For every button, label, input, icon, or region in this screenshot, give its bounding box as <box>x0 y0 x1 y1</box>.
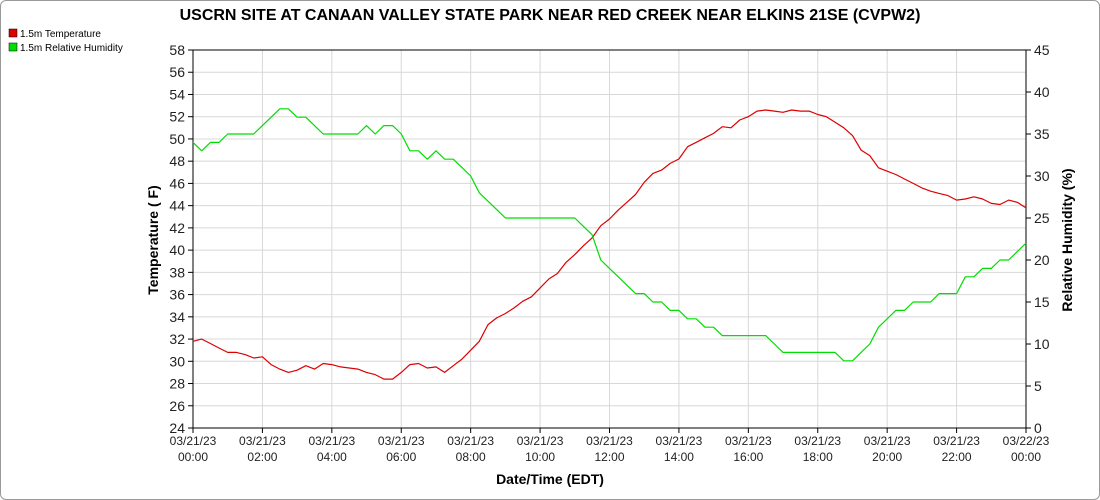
y-tick-label: 54 <box>169 86 185 102</box>
x-tick-label-time: 18:00 <box>803 450 833 464</box>
x-tick-label-time: 20:00 <box>872 450 902 464</box>
x-axis: 03/21/23 00:00 03/21/23 02:00 03/21/23 04:00 0… <box>170 428 1050 464</box>
x-tick-label-time: 06:00 <box>386 450 416 464</box>
legend-label-humidity: 1.5m Relative Humidity <box>20 43 123 54</box>
y2-axis-title: Relative Humidity (%) <box>1059 168 1075 311</box>
x-tick-label-time: 02:00 <box>247 450 277 464</box>
x-tick-label-date: 03/21/23 <box>864 434 911 448</box>
y2-tick-label: 5 <box>1034 378 1042 394</box>
grid <box>193 50 1026 428</box>
legend: 1.5m Temperature 1.5m Relative Humidity <box>8 28 123 54</box>
y-axis-right: 0 5 10 15 20 25 30 35 40 45 <box>1026 42 1050 436</box>
y2-tick-label: 15 <box>1034 294 1050 310</box>
y-tick-label: 24 <box>169 420 185 436</box>
x-axis-title: Date/Time (EDT) <box>496 471 604 487</box>
y-tick-label: 40 <box>169 242 185 258</box>
y-tick-label: 58 <box>169 42 185 58</box>
y-tick-label: 42 <box>169 220 185 236</box>
legend-swatch-temperature <box>8 28 18 38</box>
y-tick-label: 46 <box>169 175 185 191</box>
series-lines <box>192 108 1027 380</box>
y-tick-label: 26 <box>169 398 185 414</box>
x-tick-label-date: 03/21/23 <box>586 434 633 448</box>
x-tick-label-date: 03/21/23 <box>517 434 564 448</box>
y2-tick-label: 25 <box>1034 210 1050 226</box>
temperature-line <box>192 109 1027 380</box>
y-tick-label: 34 <box>169 309 185 325</box>
x-tick-label-date: 03/21/23 <box>933 434 980 448</box>
chart-title: USCRN SITE AT CANAAN VALLEY STATE PARK N… <box>180 7 921 24</box>
legend-swatch-humidity <box>8 42 18 52</box>
y2-tick-label: 35 <box>1034 126 1050 142</box>
y-tick-label: 52 <box>169 109 185 125</box>
y-tick-label: 50 <box>169 131 185 147</box>
x-tick-label-time: 00:00 <box>1011 450 1041 464</box>
x-tick-label-time: 08:00 <box>456 450 486 464</box>
x-tick-label-date: 03/22/23 <box>1003 434 1050 448</box>
x-tick-label-date: 03/21/23 <box>378 434 425 448</box>
x-tick-label-date: 03/21/23 <box>656 434 703 448</box>
y-axis-left: 24 26 28 30 32 34 36 38 40 42 44 46 48 50 52 54 56 58 <box>169 42 193 436</box>
y2-tick-label: 10 <box>1034 336 1050 352</box>
y2-tick-label: 20 <box>1034 252 1050 268</box>
y-tick-label: 38 <box>169 264 185 280</box>
y2-tick-label: 40 <box>1034 84 1050 100</box>
x-tick-label-time: 16:00 <box>733 450 763 464</box>
legend-label-temperature: 1.5m Temperature <box>20 29 101 40</box>
y2-tick-label: 0 <box>1034 420 1042 436</box>
x-tick-label-date: 03/21/23 <box>794 434 841 448</box>
y2-tick-label: 45 <box>1034 42 1050 58</box>
y-tick-label: 30 <box>169 353 185 369</box>
y-tick-label: 44 <box>169 198 185 214</box>
x-tick-label-date: 03/21/23 <box>170 434 217 448</box>
y-tick-label: 36 <box>169 287 185 303</box>
y-tick-label: 48 <box>169 153 185 169</box>
x-tick-label-date: 03/21/23 <box>725 434 772 448</box>
x-tick-label-time: 04:00 <box>317 450 347 464</box>
x-tick-label-date: 03/21/23 <box>308 434 355 448</box>
x-tick-label-time: 10:00 <box>525 450 555 464</box>
y-tick-label: 56 <box>169 64 185 80</box>
x-tick-label-date: 03/21/23 <box>239 434 286 448</box>
x-tick-label-time: 22:00 <box>942 450 972 464</box>
x-tick-label-time: 12:00 <box>594 450 624 464</box>
y-tick-label: 28 <box>169 376 185 392</box>
y-tick-label: 32 <box>169 331 185 347</box>
x-tick-label-date: 03/21/23 <box>447 434 494 448</box>
y-axis-title: Temperature ( F) <box>145 185 161 294</box>
humidity-line <box>192 108 1027 362</box>
y2-tick-label: 30 <box>1034 168 1050 184</box>
x-tick-label-time: 00:00 <box>178 450 208 464</box>
x-tick-label-time: 14:00 <box>664 450 694 464</box>
